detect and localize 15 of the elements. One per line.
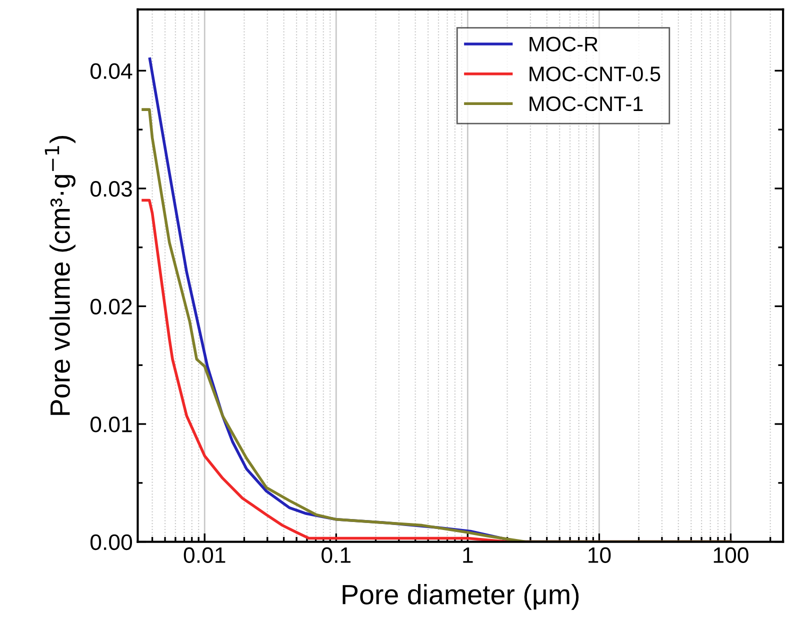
legend-label: MOC-CNT-1 bbox=[530, 96, 643, 112]
y-tick-label: 0.04 bbox=[90, 63, 132, 79]
y-tick-label: 0.00 bbox=[90, 534, 132, 550]
x-axis-title: Pore diameter (μm) bbox=[342, 584, 579, 610]
legend-label: MOC-R bbox=[530, 36, 598, 52]
x-tick-label: 100 bbox=[714, 547, 748, 563]
x-tick-label: 0.1 bbox=[322, 547, 351, 563]
y-tick-label: 0.03 bbox=[90, 181, 132, 197]
y-tick-label: 0.02 bbox=[90, 298, 132, 315]
y-axis-title: Pore volume (cm³·g$^{−1}$) bbox=[44, 136, 76, 415]
x-tick-label: 1 bbox=[463, 547, 473, 563]
x-tick-label: 10 bbox=[588, 547, 611, 563]
x-tick-label: 0.01 bbox=[184, 547, 226, 563]
y-tick-label: 0.01 bbox=[90, 416, 132, 432]
legend-label: MOC-CNT-0.5 bbox=[530, 66, 660, 82]
